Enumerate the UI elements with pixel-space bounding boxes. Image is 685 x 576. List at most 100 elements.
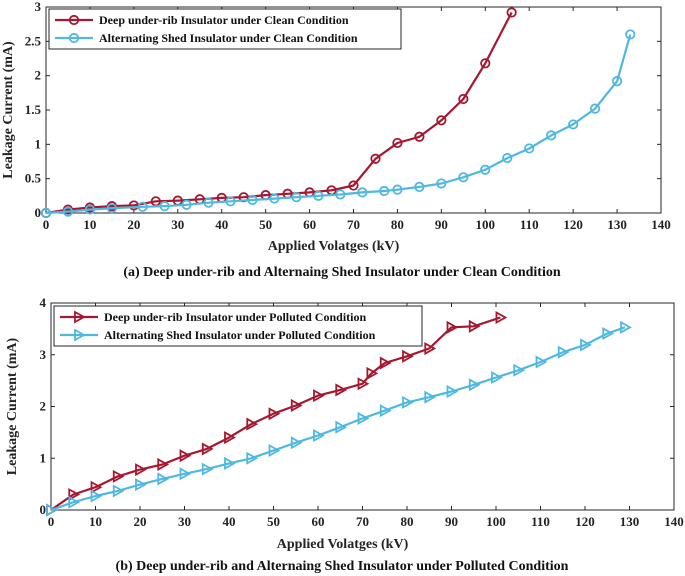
chart-b-series-2-point bbox=[513, 363, 526, 377]
chart-b-series-2-point bbox=[135, 478, 147, 492]
chart-a-series-2-point bbox=[269, 193, 280, 204]
chart-a-xtick-label: 50 bbox=[259, 217, 272, 232]
chart-b-series-2-point bbox=[446, 384, 459, 399]
chart-b-series-1-point bbox=[468, 319, 481, 333]
chart-b-xtick-label: 90 bbox=[445, 514, 458, 529]
chart-b-series-2 bbox=[46, 320, 632, 517]
chart-a-xtick-label: 20 bbox=[127, 217, 140, 232]
chart-b-series-2-point bbox=[224, 456, 236, 470]
chart-b-series-1-line bbox=[50, 316, 501, 511]
chart-a-ytick-label: 2 bbox=[35, 68, 42, 83]
chart-a-series-2-point bbox=[181, 199, 192, 210]
chart-b-series-1-point bbox=[224, 431, 236, 445]
chart-a-series-2-point bbox=[357, 187, 368, 198]
chart-a-series-1-point bbox=[458, 93, 469, 105]
chart-b-series-1-point bbox=[179, 449, 192, 463]
chart-b-xtick-label: 120 bbox=[575, 514, 595, 529]
chart-a-legend-entry-2: Alternating Shed Insulator under Clean C… bbox=[99, 31, 358, 45]
chart-a-series-2-point bbox=[611, 76, 623, 87]
chart-a-xtick-label: 10 bbox=[83, 217, 96, 232]
chart-b-ytick-label: 4 bbox=[40, 295, 47, 310]
chart-b-series-2-point bbox=[620, 320, 632, 334]
chart-b-series-2-point bbox=[246, 451, 259, 465]
chart-b-legend: Deep under-rib Insulator under Polluted … bbox=[53, 305, 423, 347]
chart-b-series-1-point bbox=[402, 349, 414, 363]
chart-b-series-2-line bbox=[50, 326, 626, 512]
chart-a-series-2 bbox=[40, 29, 636, 219]
chart-b-series-2-point bbox=[201, 462, 214, 476]
chart-a-series-2-point bbox=[40, 207, 52, 219]
chart-a-series-2-point bbox=[137, 201, 148, 212]
chart-a-legend-marker-1 bbox=[68, 14, 80, 26]
chart-b-series-1-point bbox=[495, 310, 508, 325]
chart-a-series-1-point bbox=[506, 7, 517, 18]
chart-a-series-2-point bbox=[546, 130, 557, 141]
chart-a-xtick-label: 60 bbox=[303, 217, 316, 232]
chart-a-xtick-label: 110 bbox=[520, 217, 539, 232]
chart-a-legend-marker-2 bbox=[68, 32, 80, 44]
chart-a-series-2-line bbox=[45, 34, 632, 215]
chart-b-legend-box bbox=[53, 305, 423, 347]
chart-b-xtick-label: 10 bbox=[89, 514, 102, 529]
chart-b-ytick-label: 3 bbox=[40, 347, 47, 362]
chart-b-x-axis-label: Applied Volatges (kV) bbox=[277, 537, 409, 552]
chart-b-series-2-point bbox=[157, 472, 170, 486]
chart-b-series-1-point bbox=[379, 356, 392, 370]
chart-a-series-2-point bbox=[414, 181, 425, 193]
chart-a-y-axis-label: Leakage Current (mA) bbox=[1, 41, 16, 179]
chart-a-series-1-point bbox=[414, 131, 425, 142]
chart-a-series-2-point bbox=[203, 197, 214, 208]
chart-b-series-2-point bbox=[357, 411, 370, 425]
chart-b-series-2-point bbox=[90, 489, 103, 503]
chart-b-xtick-label: 60 bbox=[312, 514, 325, 529]
chart-a-series-1-point bbox=[348, 180, 359, 191]
chart-b-legend-marker-2 bbox=[74, 328, 86, 342]
chart-b-series-2-point bbox=[68, 495, 81, 509]
chart-a-ytick-label: 3 bbox=[35, 0, 42, 14]
chart-a-xtick-label: 40 bbox=[215, 217, 228, 232]
chart-b-series-1-point bbox=[201, 442, 214, 456]
chart-b-xtick-label: 30 bbox=[178, 514, 191, 529]
chart-a-series-2-point bbox=[313, 190, 324, 201]
chart-b-series-1-point bbox=[68, 487, 81, 502]
chart-b-ytick-label: 1 bbox=[40, 450, 47, 465]
chart-a-series-2-point bbox=[291, 192, 302, 203]
chart-a-series-2-point bbox=[335, 189, 346, 200]
chart-a-series-2-point bbox=[106, 203, 117, 214]
chart-b-series-2-point bbox=[379, 404, 392, 418]
chart-a-xtick-label: 30 bbox=[171, 217, 184, 232]
chart-b-series-2-point bbox=[268, 443, 281, 458]
chart-b-series-2-point bbox=[313, 428, 325, 443]
chart-b-xtick-label: 50 bbox=[267, 514, 280, 529]
chart-b-xtick-label: 70 bbox=[356, 514, 369, 529]
chart-b-series-2-point bbox=[557, 345, 570, 359]
chart-b-series-2-point bbox=[580, 338, 592, 352]
chart-b-series-2-point bbox=[290, 436, 303, 450]
chart-b-xtick-label: 110 bbox=[531, 514, 550, 529]
chart-b-series-1-point bbox=[112, 469, 125, 483]
chart-b-series-1-point bbox=[446, 320, 459, 334]
chart-a-series-2-point bbox=[159, 201, 170, 212]
chart-a-series-1-point bbox=[370, 153, 381, 164]
chart-a-xtick-label: 70 bbox=[347, 217, 360, 232]
chart-b-y-axis-label: Leakage Current (mA) bbox=[5, 337, 20, 475]
chart-b-series-1-point bbox=[290, 398, 303, 412]
chart-a-ytick-label: 1 bbox=[35, 136, 42, 151]
chart-b-series-2-point bbox=[402, 395, 414, 409]
chart-a-series-2-point bbox=[458, 172, 469, 183]
chart-a-series-2-point bbox=[625, 29, 636, 40]
chart-b-series-1-point bbox=[135, 463, 147, 477]
chart-b-series-1-point bbox=[246, 417, 259, 431]
chart-a-xtick-label: 130 bbox=[607, 217, 627, 232]
chart-a-xtick-label: 140 bbox=[651, 217, 671, 232]
chart-b-xtick-label: 100 bbox=[486, 514, 506, 529]
chart-b-xtick-label: 40 bbox=[223, 514, 236, 529]
chart-a-series-2-point bbox=[84, 204, 96, 215]
chart-a-legend-box bbox=[48, 8, 402, 50]
chart-a-xtick-label: 90 bbox=[435, 217, 448, 232]
chart-b-series-2-point bbox=[46, 503, 58, 517]
chart-b-legend-entry-2: Alternating Shed Insulator under Pollute… bbox=[104, 328, 376, 342]
chart-a-legend: Deep under-rib Insulator under Clean Con… bbox=[48, 8, 402, 50]
chart-a-xtick-label: 120 bbox=[563, 217, 583, 232]
chart-b-series-2-point bbox=[179, 467, 192, 481]
